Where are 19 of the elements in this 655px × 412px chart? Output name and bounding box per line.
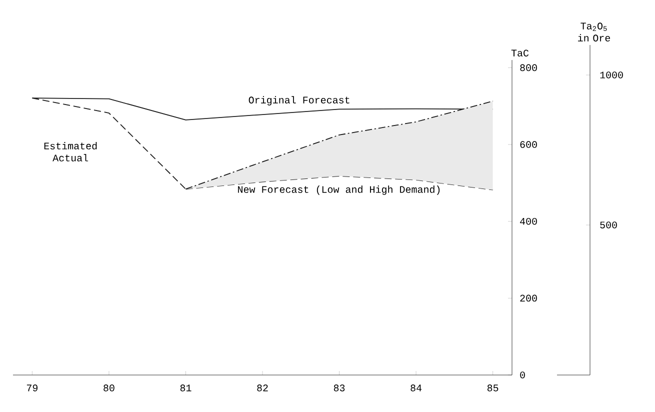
y-tick-label: 200 [520,294,537,302]
y2-tick-label: 500 [600,222,617,228]
text: Estimated Actual [44,142,97,162]
y2-tick-label: 1000 [600,72,623,78]
x-tick-label: 84 [410,384,422,392]
y-tick-label: 400 [520,218,537,225]
series-label: Original Forecast [248,96,350,106]
x-tick-label: 83 [334,384,345,392]
x-tick-label: 80 [104,384,114,392]
y-tick-label: 600 [520,141,537,148]
x-tick-label: 81 [180,384,192,392]
x-tick-label: 82 [257,384,268,392]
y-tick-label: 800 [520,64,537,72]
y-tick-label: 0 [520,372,525,378]
x-tick-label: 85 [487,384,498,392]
y2-axis-title: Ta$_{2}$O$_{5}$ in Ore [578,22,610,42]
y-axis-title: TaC [511,50,529,56]
x-tick-label: 79 [26,384,38,392]
series-label: New Forecast (Low and High Demand) [238,186,440,195]
